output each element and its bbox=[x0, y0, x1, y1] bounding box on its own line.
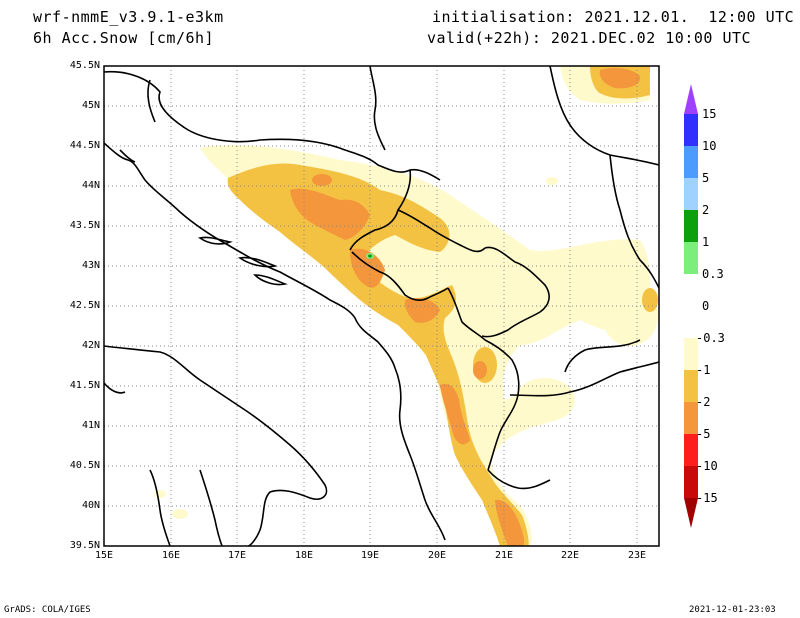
lon-label: 17E bbox=[227, 550, 247, 561]
footer-timestamp: 2021-12-01-23:03 bbox=[689, 605, 776, 615]
lon-label: 20E bbox=[427, 550, 447, 561]
colorbar-level-label: 5 bbox=[702, 171, 710, 185]
lon-label: 21E bbox=[494, 550, 514, 561]
colorbar-c2 bbox=[684, 210, 698, 242]
lon-label: 22E bbox=[560, 550, 580, 561]
lon-label: 19E bbox=[360, 550, 380, 561]
lat-label: 43N bbox=[81, 260, 100, 271]
lon-label: 23E bbox=[627, 550, 647, 561]
colorbar-c15 bbox=[684, 114, 698, 146]
colorbar-cm2 bbox=[684, 402, 698, 434]
colorbar-level-label: 2 bbox=[702, 203, 710, 217]
colorbar-level-label: -5 bbox=[696, 427, 711, 441]
colorbar-level-label: 10 bbox=[702, 139, 717, 153]
grid-lines bbox=[104, 66, 659, 546]
field-minus-2 bbox=[290, 68, 641, 546]
lat-label: 40.5N bbox=[69, 460, 100, 471]
colorbar-level-label: -15 bbox=[696, 491, 718, 505]
colorbar-level-label: 15 bbox=[702, 107, 717, 121]
snow-fields bbox=[154, 66, 658, 546]
colorbar bbox=[684, 84, 698, 528]
colorbar-level-label: 0.3 bbox=[702, 267, 724, 281]
lon-label: 16E bbox=[161, 550, 181, 561]
colorbar-c10 bbox=[684, 146, 698, 178]
lat-label: 45N bbox=[81, 100, 100, 111]
init-time: initialisation: 2021.12.01. 12:00 UTC bbox=[432, 8, 795, 26]
colorbar-c03 bbox=[684, 274, 698, 338]
colorbar-level-label: -10 bbox=[696, 459, 718, 473]
colorbar-level-label: -0.3 bbox=[696, 331, 725, 345]
lat-label: 41N bbox=[81, 420, 100, 431]
colorbar-c1 bbox=[684, 242, 698, 274]
colorbar-cm1 bbox=[684, 370, 698, 402]
colorbar-level-label: -1 bbox=[696, 363, 711, 377]
lat-label: 42.5N bbox=[69, 300, 100, 311]
colorbar-cm10 bbox=[684, 466, 698, 498]
colorbar-level-label: 1 bbox=[702, 235, 710, 249]
colorbar-bottom-triangle bbox=[684, 498, 698, 528]
lat-label: 42N bbox=[81, 340, 100, 351]
lat-label: 44.5N bbox=[69, 140, 100, 151]
footer-credit: GrADS: COLA/IGES bbox=[4, 605, 91, 615]
map-frame bbox=[103, 65, 660, 547]
lat-label: 39.5N bbox=[69, 540, 100, 551]
colorbar-c5 bbox=[684, 178, 698, 210]
colorbar-top-triangle bbox=[684, 84, 698, 114]
model-title: wrf-nmmE_v3.9.1-e3km bbox=[33, 8, 224, 26]
colorbar-cm03 bbox=[684, 338, 698, 370]
colorbar-level-label: 0 bbox=[702, 299, 710, 313]
lat-label: 45.5N bbox=[69, 60, 100, 71]
coastlines bbox=[104, 142, 446, 546]
variable-title: 6h Acc.Snow [cm/6h] bbox=[33, 29, 215, 47]
lon-label: 15E bbox=[94, 550, 114, 561]
valid-time: valid(+22h): 2021.DEC.02 10:00 UTC bbox=[427, 29, 752, 47]
colorbar-level-label: -2 bbox=[696, 395, 711, 409]
lon-label: 18E bbox=[294, 550, 314, 561]
lat-label: 41.5N bbox=[69, 380, 100, 391]
field-plus-2 bbox=[368, 254, 372, 258]
colorbar-cm5 bbox=[684, 434, 698, 466]
country-borders bbox=[104, 66, 659, 490]
lat-label: 43.5N bbox=[69, 220, 100, 231]
lat-label: 44N bbox=[81, 180, 100, 191]
lat-label: 40N bbox=[81, 500, 100, 511]
